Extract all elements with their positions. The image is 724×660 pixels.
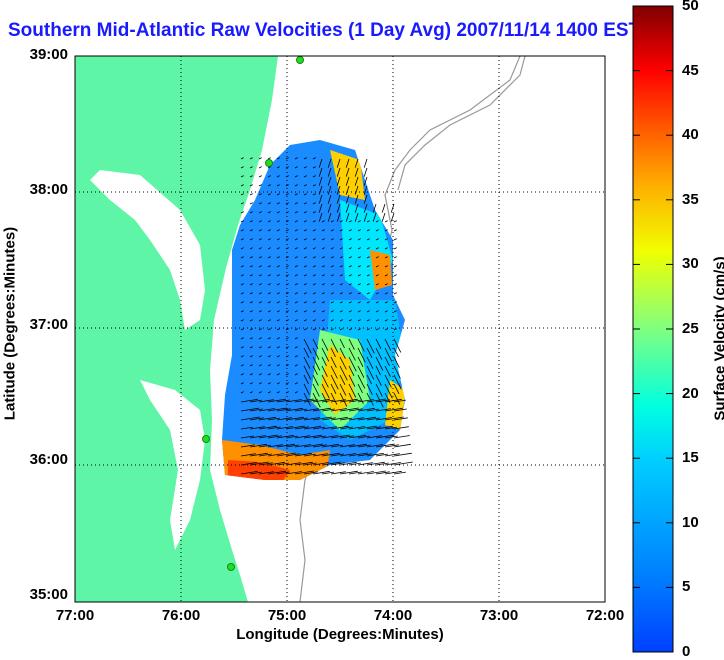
colorbar-tick-label: 10	[682, 514, 699, 531]
colorbar-tick-label: 15	[682, 449, 699, 466]
colorbar-tick-label: 20	[682, 385, 699, 402]
station-marker	[203, 436, 210, 443]
colorbar-label: Surface Velocity (cm/s)	[712, 209, 724, 469]
colorbar-tick-label: 45	[682, 62, 699, 79]
station-marker	[266, 160, 273, 167]
colorbar-tick-label: 30	[682, 255, 699, 272]
colorbar-tick-label: 5	[682, 578, 690, 595]
colorbar-tick-label: 25	[682, 320, 699, 337]
colorbar-tick-label: 40	[682, 126, 699, 143]
station-marker	[297, 57, 304, 64]
colorbar-tick-label: 35	[682, 191, 699, 208]
colorbar-tick-label: 0	[682, 643, 690, 660]
station-marker	[228, 564, 235, 571]
colorbar-tick-label: 50	[682, 0, 699, 14]
